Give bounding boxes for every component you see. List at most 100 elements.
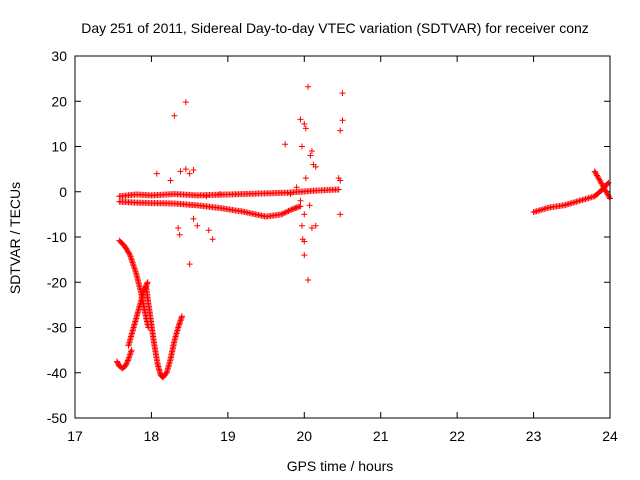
data-point [129, 259, 136, 266]
data-point [153, 170, 160, 177]
y-tick-label: -30 [47, 320, 67, 336]
data-point [337, 211, 344, 218]
data-point [130, 262, 137, 269]
data-point [606, 194, 613, 201]
data-point [182, 99, 189, 106]
data-point [339, 90, 346, 97]
data-point [284, 208, 291, 215]
data-point [123, 361, 130, 368]
data-point [131, 265, 138, 272]
data-point [307, 152, 314, 159]
data-point [308, 148, 315, 155]
data-point [122, 362, 129, 369]
data-point [205, 227, 212, 234]
data-point [177, 168, 184, 175]
data-point [203, 193, 210, 200]
data-point [302, 175, 309, 182]
y-tick-label: -10 [47, 229, 67, 245]
data-point [128, 256, 135, 263]
data-point [312, 163, 319, 170]
data-point [179, 313, 185, 320]
data-point [131, 264, 138, 271]
data-point [285, 207, 292, 214]
y-tick-label: 0 [59, 184, 67, 200]
y-tick-label: 30 [51, 48, 67, 64]
x-tick-label: 17 [67, 428, 83, 444]
data-point [301, 211, 308, 218]
x-tick-label: 20 [296, 428, 312, 444]
x-tick-label: 22 [449, 428, 465, 444]
data-point [335, 186, 342, 193]
y-axis-label: SDTVAR / TECUs [7, 182, 23, 294]
data-point [190, 215, 197, 222]
plot-frame [74, 55, 611, 419]
x-tick-label: 21 [373, 428, 389, 444]
data-point [176, 231, 183, 238]
data-point [306, 202, 313, 209]
x-tick-label: 23 [526, 428, 542, 444]
data-point [604, 180, 611, 187]
data-point [144, 279, 151, 286]
data-point [124, 357, 131, 364]
y-tick-label: 20 [51, 93, 67, 109]
data-point [287, 191, 294, 198]
data-point [298, 143, 305, 150]
data-point [305, 276, 312, 283]
x-tick-label: 19 [220, 428, 236, 444]
data-point [308, 224, 315, 231]
data-point [301, 252, 308, 259]
data-point [175, 224, 182, 231]
data-point [301, 238, 308, 245]
data-point [132, 267, 139, 274]
data-point [132, 268, 139, 275]
data-point [337, 177, 344, 184]
data-point [297, 197, 304, 204]
data-point [209, 236, 216, 243]
data-point [194, 222, 201, 229]
data-point [130, 261, 137, 268]
data-point [298, 222, 305, 229]
x-tick-label: 24 [602, 428, 618, 444]
data-point [171, 112, 178, 119]
data-point [337, 127, 344, 134]
data-point [301, 120, 308, 127]
data-point [302, 125, 309, 132]
axis-ticks: 17 18 19 20 21 22 23 24 -50 -40 -30 -20 -10 0 10 20 30 [47, 48, 618, 444]
data-point [288, 206, 295, 213]
y-tick-label: -50 [47, 410, 67, 426]
data-point [282, 209, 289, 216]
data-point [167, 177, 174, 184]
data-point [279, 210, 286, 217]
y-tick-label: -40 [47, 365, 67, 381]
data-point [127, 350, 134, 357]
data-point [312, 222, 319, 229]
y-tick-label: 10 [51, 139, 67, 155]
data-point [297, 116, 304, 123]
data-point [144, 280, 151, 287]
data-point [123, 360, 130, 367]
data-point [293, 184, 300, 191]
data-point [217, 191, 224, 198]
x-tick-label: 18 [144, 428, 160, 444]
data-point [190, 167, 197, 174]
data-point [281, 210, 288, 217]
data-point [126, 250, 133, 257]
data-points [114, 83, 613, 381]
data-point [297, 203, 304, 210]
data-point [186, 261, 193, 268]
data-point [124, 358, 131, 365]
chart-title: Day 251 of 2011, Sidereal Day-to-day VTE… [81, 20, 589, 36]
y-tick-label: -20 [47, 274, 67, 290]
data-point [186, 170, 193, 177]
data-point [129, 258, 136, 265]
data-point [128, 348, 135, 355]
data-point [286, 207, 293, 214]
data-point [282, 141, 289, 148]
data-point [162, 370, 169, 377]
data-point [127, 351, 134, 358]
data-point [305, 83, 312, 90]
data-point [182, 166, 189, 173]
data-point [128, 347, 135, 354]
x-axis-label: GPS time / hours [287, 458, 394, 474]
